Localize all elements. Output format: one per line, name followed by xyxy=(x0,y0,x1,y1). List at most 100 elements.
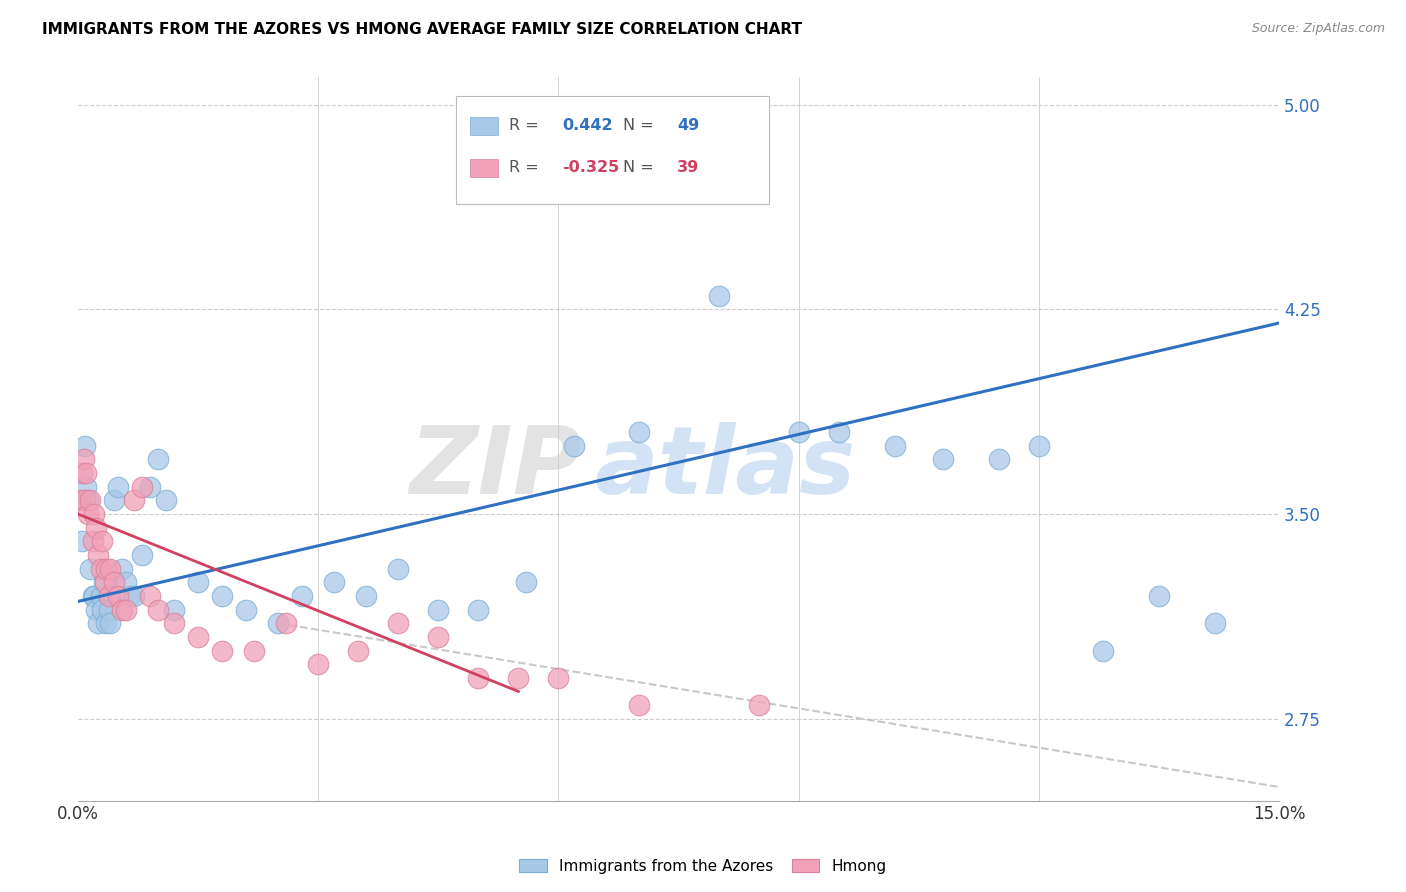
Point xyxy=(707,289,730,303)
Point xyxy=(276,616,298,631)
Point xyxy=(69,493,91,508)
Point xyxy=(1147,589,1170,603)
Point xyxy=(75,480,97,494)
Point xyxy=(267,616,290,631)
Point xyxy=(97,589,120,603)
Point xyxy=(508,671,530,685)
Point xyxy=(323,575,346,590)
Point xyxy=(76,493,98,508)
Point xyxy=(187,575,209,590)
Point xyxy=(131,548,153,562)
Point xyxy=(76,507,98,521)
Legend: Immigrants from the Azores, Hmong: Immigrants from the Azores, Hmong xyxy=(513,853,893,880)
Point xyxy=(93,575,115,590)
Text: -0.325: -0.325 xyxy=(562,161,619,176)
Point xyxy=(1204,616,1226,631)
Point xyxy=(83,507,105,521)
Point xyxy=(107,480,129,494)
Point xyxy=(387,562,409,576)
Point xyxy=(291,589,314,603)
Point xyxy=(356,589,378,603)
Text: 0.442: 0.442 xyxy=(562,119,613,134)
Point xyxy=(75,466,97,480)
Point xyxy=(932,452,955,467)
Point xyxy=(82,589,104,603)
Point xyxy=(120,589,142,603)
Text: atlas: atlas xyxy=(595,422,856,514)
Point xyxy=(115,575,138,590)
Point xyxy=(427,602,450,616)
Point xyxy=(82,534,104,549)
Point xyxy=(235,602,257,616)
Point xyxy=(122,493,145,508)
Point xyxy=(75,493,97,508)
Point xyxy=(1091,643,1114,657)
Point xyxy=(90,562,112,576)
Point xyxy=(94,562,117,576)
Point xyxy=(90,589,112,603)
Text: IMMIGRANTS FROM THE AZORES VS HMONG AVERAGE FAMILY SIZE CORRELATION CHART: IMMIGRANTS FROM THE AZORES VS HMONG AVER… xyxy=(42,22,803,37)
Point xyxy=(131,480,153,494)
Point xyxy=(243,643,266,657)
Text: R =: R = xyxy=(509,161,544,176)
Text: N =: N = xyxy=(623,161,659,176)
Point xyxy=(787,425,810,440)
Point xyxy=(387,616,409,631)
Point xyxy=(83,589,105,603)
Point xyxy=(73,439,96,453)
Point xyxy=(84,521,107,535)
Point xyxy=(827,425,849,440)
Point xyxy=(79,493,101,508)
Point xyxy=(111,602,134,616)
Text: 49: 49 xyxy=(678,119,700,134)
Text: Source: ZipAtlas.com: Source: ZipAtlas.com xyxy=(1251,22,1385,36)
Point xyxy=(115,602,138,616)
Point xyxy=(94,616,117,631)
Point xyxy=(515,575,537,590)
Point xyxy=(307,657,329,672)
Point xyxy=(467,671,489,685)
Point xyxy=(564,439,586,453)
Point xyxy=(91,534,114,549)
Point xyxy=(93,575,115,590)
Point xyxy=(103,575,125,590)
Point xyxy=(467,602,489,616)
Point xyxy=(79,562,101,576)
Point xyxy=(98,562,121,576)
Point xyxy=(139,480,162,494)
Point xyxy=(70,466,93,480)
Point xyxy=(211,643,233,657)
Point xyxy=(91,602,114,616)
FancyBboxPatch shape xyxy=(457,95,769,204)
Point xyxy=(987,452,1010,467)
Point xyxy=(163,616,186,631)
Point xyxy=(111,562,134,576)
Point xyxy=(883,439,905,453)
FancyBboxPatch shape xyxy=(470,159,498,177)
FancyBboxPatch shape xyxy=(470,117,498,135)
Point xyxy=(107,589,129,603)
Text: N =: N = xyxy=(623,119,659,134)
Point xyxy=(87,548,110,562)
Point xyxy=(1028,439,1050,453)
Point xyxy=(146,602,169,616)
Point xyxy=(84,602,107,616)
Point xyxy=(139,589,162,603)
Point xyxy=(347,643,370,657)
Point xyxy=(187,630,209,644)
Text: R =: R = xyxy=(509,119,544,134)
Point xyxy=(103,493,125,508)
Point xyxy=(748,698,770,712)
Point xyxy=(627,425,650,440)
Point xyxy=(122,589,145,603)
Point xyxy=(211,589,233,603)
Point xyxy=(70,534,93,549)
Point xyxy=(547,671,569,685)
Point xyxy=(163,602,186,616)
Point xyxy=(98,616,121,631)
Point xyxy=(73,452,96,467)
Point xyxy=(427,630,450,644)
Point xyxy=(87,616,110,631)
Text: ZIP: ZIP xyxy=(409,422,582,514)
Point xyxy=(97,602,120,616)
